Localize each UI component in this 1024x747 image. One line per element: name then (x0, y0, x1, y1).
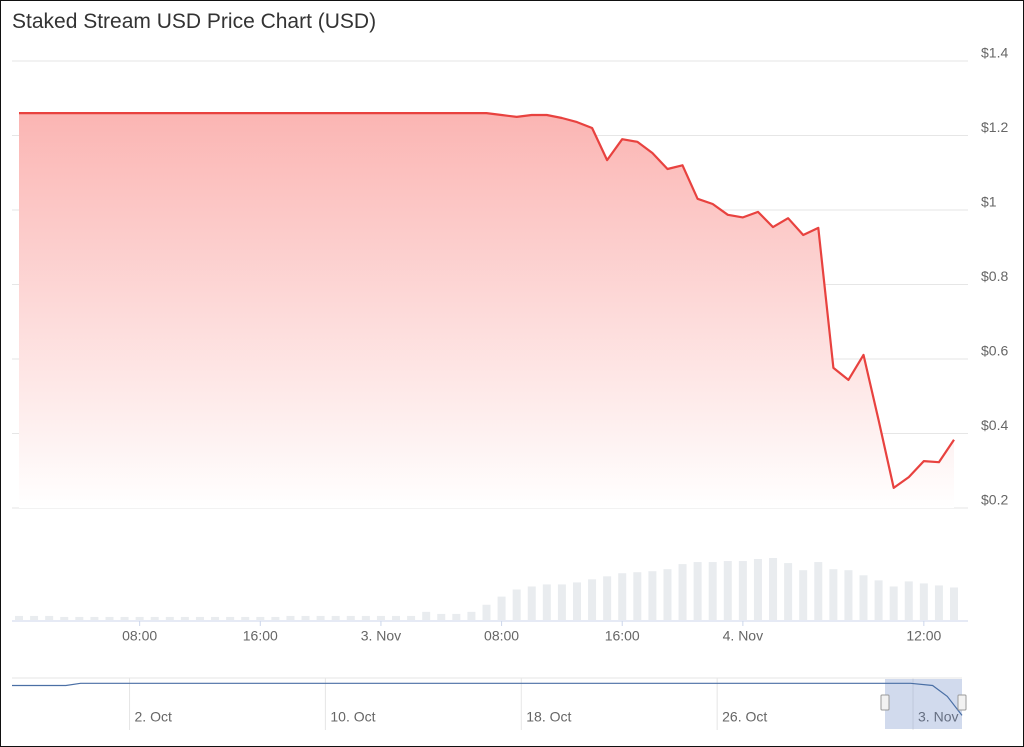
volume-bar (482, 604, 491, 620)
volume-bar (753, 559, 762, 620)
volume-bar (331, 615, 340, 620)
volume-bar (814, 562, 823, 620)
volume-bar (241, 616, 250, 620)
volume-bar (633, 572, 642, 620)
volume-bar (467, 611, 476, 620)
volume-bar (904, 581, 913, 620)
y-tick-label: $1 (981, 194, 997, 210)
volume-bar (15, 615, 23, 620)
volume-bar (512, 589, 521, 620)
x-tick-label: 3. Nov (361, 628, 401, 644)
volume-bar (346, 615, 355, 620)
navigator-selection (885, 679, 962, 729)
volume-bar (195, 616, 204, 620)
volume-bar (844, 570, 853, 620)
area (19, 113, 954, 508)
volume-bar (603, 576, 612, 620)
price-line (19, 112, 955, 489)
x-tick-label: 12:00 (906, 628, 941, 644)
x-tick-label: 4. Nov (723, 628, 763, 644)
navigator-tick-label: 10. Oct (330, 709, 375, 725)
volume-bar (180, 616, 189, 620)
y-tick-label: $1.4 (981, 45, 1008, 61)
x-tick-label: 08:00 (484, 628, 519, 644)
navigator-handle[interactable] (957, 694, 967, 711)
volume-bar (30, 615, 39, 620)
volume-bar (874, 580, 883, 620)
volume-bar (256, 616, 265, 620)
navigator-tick-label: 3. Nov (918, 709, 958, 725)
volume-bar (452, 613, 461, 620)
volume-bar (361, 615, 370, 620)
chart-title: Staked Stream USD Price Chart (USD) (12, 10, 376, 33)
volume-bar (542, 584, 551, 620)
x-tick-label: 16:00 (243, 628, 278, 644)
volume-bar (799, 570, 808, 620)
y-tick-label: $0.8 (981, 268, 1008, 284)
volume-bar (889, 586, 898, 620)
volume-bar (708, 562, 717, 620)
x-tick-label: 08:00 (122, 628, 157, 644)
volume-bar (271, 616, 280, 620)
volume-bar (105, 616, 114, 620)
volume-bar (60, 616, 69, 620)
volume-bar (934, 585, 943, 620)
volume-bar (497, 596, 506, 620)
volume-bar (618, 573, 627, 620)
volume-bar (738, 561, 747, 620)
volume-bar (286, 615, 295, 620)
volume-bar (648, 571, 657, 620)
volume-bar (422, 611, 431, 620)
volume-bar (723, 561, 732, 620)
volume-bar (301, 615, 310, 620)
navigator-tick-label: 2. Oct (135, 709, 172, 725)
volume-bar (678, 564, 687, 620)
x-tick-label: 16:00 (605, 628, 640, 644)
volume-bar (392, 615, 401, 620)
navigator-line (12, 682, 963, 716)
y-tick-label: $0.2 (981, 492, 1008, 508)
volume-bar (45, 615, 54, 620)
volume-bar (211, 616, 220, 620)
volume-bar (769, 558, 778, 620)
y-tick-label: $0.6 (981, 343, 1008, 359)
volume-bar (90, 616, 99, 620)
y-tick-label: $1.2 (981, 119, 1008, 135)
volume-bar (784, 563, 793, 620)
volume-bar (316, 615, 325, 620)
volume-bar (376, 615, 385, 620)
volume-bar (135, 616, 144, 620)
volume-bar (120, 616, 129, 620)
y-tick-label: $0.4 (981, 417, 1008, 433)
volume-bar (693, 562, 702, 620)
volume-bar (407, 615, 416, 620)
volume-bar (437, 613, 446, 620)
volume-bar (663, 569, 672, 620)
volume-bar (165, 616, 174, 620)
volume-bar (226, 616, 235, 620)
volume-bar (950, 587, 958, 620)
volume-bar (588, 579, 597, 620)
volume-bar (859, 575, 868, 620)
volume-bar (75, 616, 84, 620)
volume-bar (572, 582, 581, 620)
volume-bar (527, 586, 536, 620)
volume-bar (150, 616, 159, 620)
navigator-tick-label: 18. Oct (526, 709, 571, 725)
navigator-handle[interactable] (880, 694, 890, 711)
volume-bar (557, 584, 566, 620)
volume-bar (919, 583, 928, 620)
navigator-tick-label: 26. Oct (722, 709, 767, 725)
volume-bar (829, 569, 838, 620)
